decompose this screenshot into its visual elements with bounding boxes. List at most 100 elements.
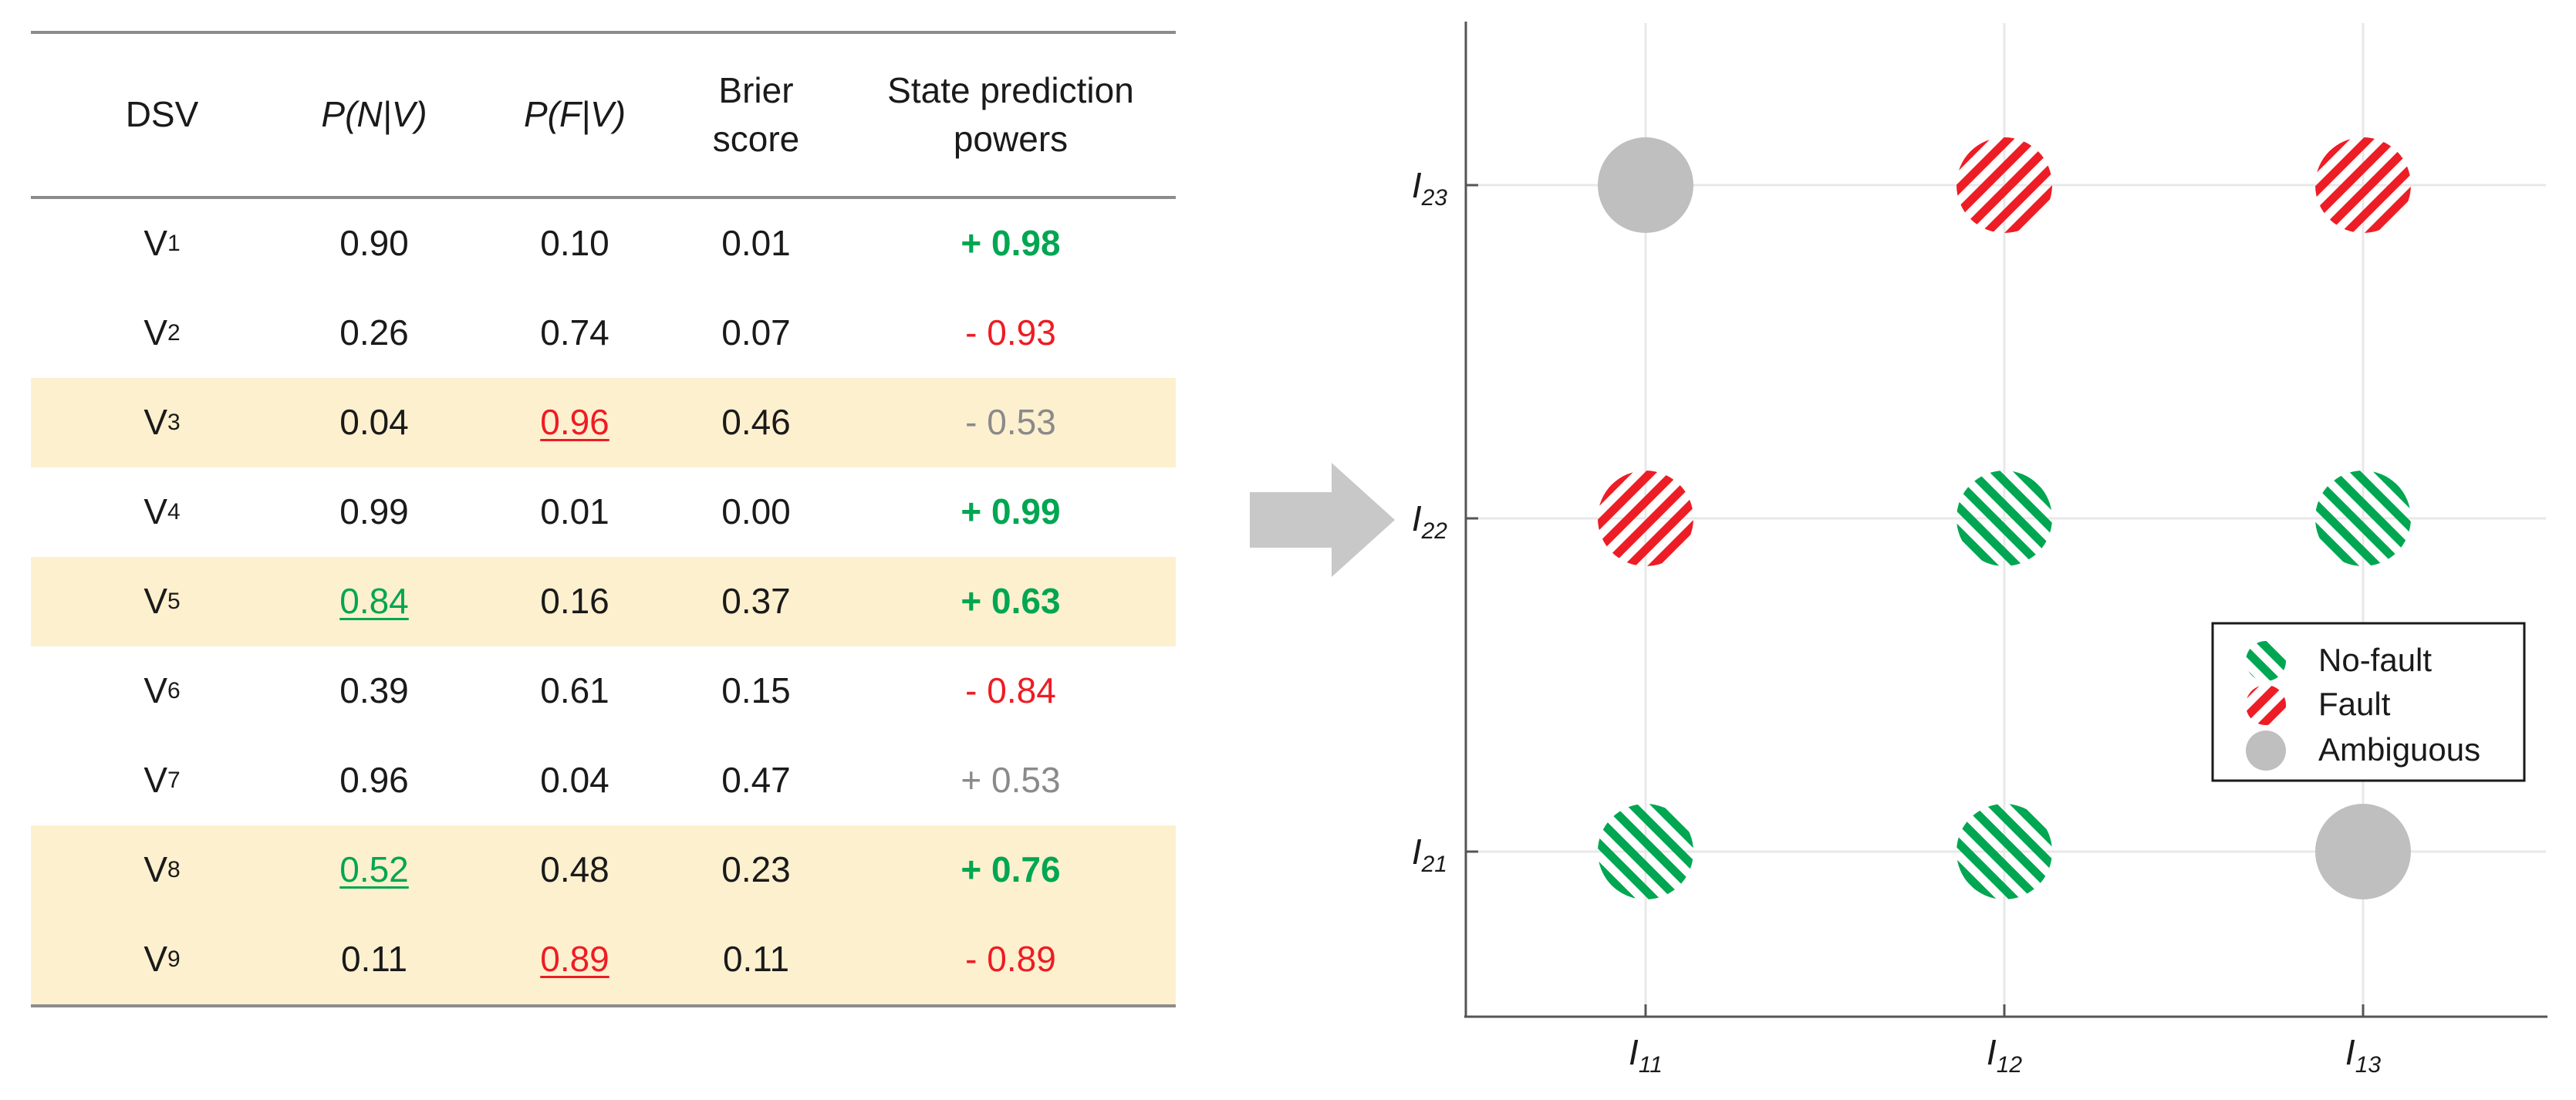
header-spp-line2: powers <box>953 119 1069 159</box>
dsv-sub: 2 <box>167 320 181 346</box>
row-spp: + 0.98 <box>961 223 1061 264</box>
dsv-base: V <box>143 849 167 890</box>
header-p-n-v: P(N|V) <box>321 94 427 135</box>
row-spp: - 0.93 <box>965 312 1056 353</box>
header-p-f-v: P(F|V) <box>523 94 626 135</box>
row-p-n-v: 0.11 <box>340 939 408 980</box>
header-brier-score: Brier score <box>663 34 849 196</box>
legend-no-fault-label: No-fault <box>2318 642 2432 678</box>
row-p-f-v-flagged: 0.89 <box>486 915 663 1004</box>
row-spp: + 0.76 <box>961 849 1061 890</box>
table-bottom-rule <box>31 1004 1176 1007</box>
row-brier: 0.00 <box>721 491 791 532</box>
point-fault-i11-i22 <box>1598 471 1693 566</box>
x-tick-label-i12: I12 <box>1987 1032 2022 1078</box>
point-fault-i12-i23 <box>1956 137 2052 233</box>
row-spp: - 0.53 <box>965 402 1056 443</box>
row-p-f-v: 0.61 <box>540 670 609 711</box>
dsv-sub: 1 <box>167 231 181 257</box>
row-p-f-v: 0.01 <box>540 491 609 532</box>
row-p-n-v-flagged: 0.52 <box>262 825 486 915</box>
dsv-base: V <box>143 402 167 443</box>
row-brier: 0.15 <box>721 670 791 711</box>
row-brier: 0.47 <box>721 760 791 801</box>
axis-ticks <box>1466 184 2365 1017</box>
y-tick-label-i23: I23 <box>1412 165 1447 211</box>
dsv-base: V <box>143 223 167 264</box>
row-p-f-v: 0.04 <box>540 760 609 801</box>
row-spp: + 0.99 <box>961 491 1061 532</box>
row-brier: 0.23 <box>721 849 791 890</box>
underlined-value: 0.96 <box>540 402 609 443</box>
dsv-sub: 8 <box>167 857 181 883</box>
row-brier: 0.07 <box>721 312 791 353</box>
dsv-base: V <box>143 760 167 801</box>
row-p-n-v: 0.04 <box>339 402 409 443</box>
underlined-value: 0.89 <box>540 939 609 980</box>
row-p-n-v-flagged: 0.84 <box>262 557 486 646</box>
legend-ambiguous-label: Ambiguous <box>2318 731 2480 768</box>
point-no-fault-i11-i21 <box>1598 804 1693 899</box>
point-ambiguous-i13-i21 <box>2315 804 2411 899</box>
row-p-n-v: 0.26 <box>339 312 409 353</box>
header-brier-line1: Brier <box>718 69 794 110</box>
legend-no-fault-swatch-icon <box>2246 641 2286 681</box>
dsv-sub: 4 <box>167 499 181 525</box>
x-tick-label-i13: I13 <box>2345 1032 2381 1078</box>
legend: No-fault Fault Ambiguous <box>2211 622 2526 782</box>
dsv-base: V <box>143 670 167 711</box>
row-spp: - 0.84 <box>965 670 1056 711</box>
dsv-sub: 3 <box>167 410 181 436</box>
data-points <box>1598 137 2411 899</box>
header-spp-line1: State prediction <box>887 69 1134 110</box>
dsv-sub: 5 <box>167 589 181 615</box>
row-brier: 0.01 <box>721 223 791 264</box>
dsv-base: V <box>143 939 167 980</box>
dsv-sub: 9 <box>167 946 181 973</box>
dsv-base: V <box>143 491 167 532</box>
x-tick-label-i11: I11 <box>1629 1032 1663 1078</box>
dsv-table: DSV P(N|V) P(F|V) Brier score State predi… <box>31 31 1176 1011</box>
right-arrow-icon <box>1250 463 1395 577</box>
state-grid-chart: I23 I22 I21 I11 I12 I13 No-fault Fault A… <box>1412 22 2547 1078</box>
point-ambiguous-i11-i23 <box>1598 137 1693 233</box>
row-spp: - 0.89 <box>965 939 1056 980</box>
header-brier-line2: score <box>712 119 800 159</box>
point-no-fault-i13-i22 <box>2315 471 2411 566</box>
row-p-f-v: 0.74 <box>540 312 609 353</box>
row-spp: + 0.53 <box>961 760 1061 801</box>
point-no-fault-i12-i22 <box>1956 471 2052 566</box>
dsv-sub: 7 <box>167 768 181 794</box>
row-p-f-v-flagged: 0.96 <box>486 378 663 467</box>
row-brier: 0.11 <box>722 939 790 980</box>
table-top-rule <box>31 31 1176 34</box>
header-state-prediction-powers: State prediction powers <box>849 34 1173 196</box>
row-spp: + 0.63 <box>961 581 1061 622</box>
point-fault-i13-i23 <box>2315 137 2411 233</box>
legend-ambiguous-swatch-icon <box>2246 731 2286 771</box>
row-p-n-v: 0.99 <box>339 491 409 532</box>
row-p-f-v: 0.48 <box>540 849 609 890</box>
row-p-n-v: 0.96 <box>339 760 409 801</box>
row-p-n-v: 0.39 <box>339 670 409 711</box>
legend-fault-label: Fault <box>2318 686 2391 722</box>
row-brier: 0.37 <box>721 581 791 622</box>
y-tick-label-i22: I22 <box>1412 498 1447 544</box>
row-p-f-v: 0.16 <box>540 581 609 622</box>
